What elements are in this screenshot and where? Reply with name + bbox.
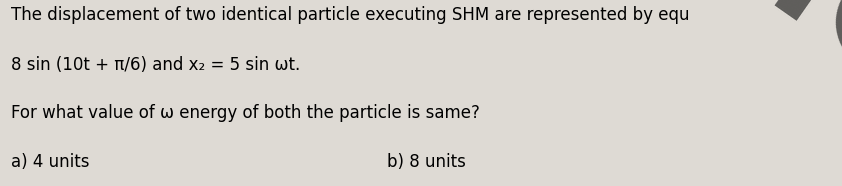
Text: 8 sin (10t + π/6) and x₂ = 5 sin ωt.: 8 sin (10t + π/6) and x₂ = 5 sin ωt. [11, 56, 301, 74]
Text: The displacement of two identical particle executing SHM are represented by equ: The displacement of two identical partic… [11, 6, 690, 24]
Text: a) 4 units: a) 4 units [11, 153, 89, 171]
Text: For what value of ω energy of both the particle is same?: For what value of ω energy of both the p… [11, 104, 480, 122]
Text: TA.CO: TA.CO [568, 0, 842, 186]
Text: b) 8 units: b) 8 units [387, 153, 466, 171]
